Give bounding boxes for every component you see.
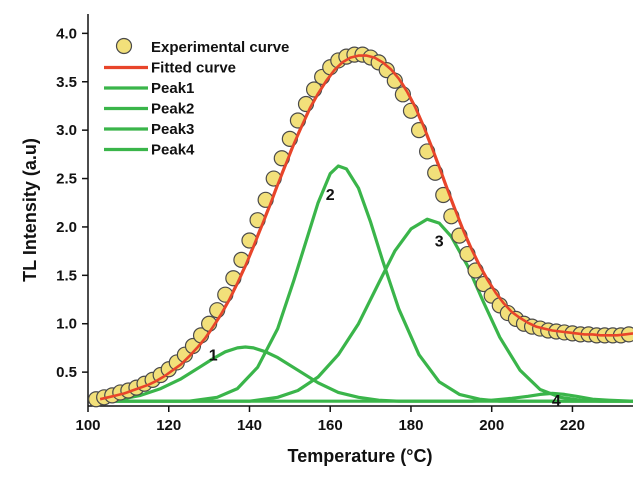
y-tick-label: 1.5	[56, 267, 77, 284]
series-fitted-curve-overlay	[99, 54, 633, 401]
peak-label-3: 3	[435, 233, 444, 250]
experimental-point	[378, 62, 395, 79]
y-tick-label: 3.0	[56, 122, 77, 139]
x-tick-label: 200	[479, 417, 504, 434]
x-tick-label: 160	[318, 417, 343, 434]
y-axis-title: TL Intensity (a.u)	[20, 138, 40, 282]
series-peak1-line	[99, 345, 633, 403]
x-tick-label: 180	[398, 417, 423, 434]
series-peak3-line	[100, 217, 633, 403]
series-peak4-line	[100, 391, 633, 403]
legend-label: Peak3	[151, 121, 194, 138]
y-tick-label: 3.5	[56, 74, 77, 91]
y-tick-label: 4.0	[56, 25, 77, 42]
x-tick-label: 120	[156, 417, 181, 434]
x-tick-label: 100	[75, 417, 100, 434]
x-axis-title: Temperature (°C)	[288, 446, 433, 466]
peak-label-1: 1	[209, 348, 218, 365]
y-tick-label: 2.0	[56, 219, 77, 236]
x-tick-label: 140	[237, 417, 262, 434]
peak-label-4: 4	[552, 393, 561, 410]
legend-label: Fitted curve	[151, 60, 236, 77]
y-tick-label: 1.0	[56, 316, 77, 333]
legend-label: Peak2	[151, 101, 194, 118]
legend-label: Peak1	[151, 80, 194, 97]
y-tick-label: 2.5	[56, 171, 77, 188]
legend-label: Peak4	[151, 142, 195, 159]
legend-marker-experimental	[115, 37, 133, 55]
y-tick-label: 0.5	[56, 364, 77, 381]
series-peak2-line	[100, 164, 633, 403]
x-tick-label: 220	[560, 417, 585, 434]
legend-label: Experimental curve	[151, 39, 289, 56]
peak-label-2: 2	[326, 187, 335, 204]
